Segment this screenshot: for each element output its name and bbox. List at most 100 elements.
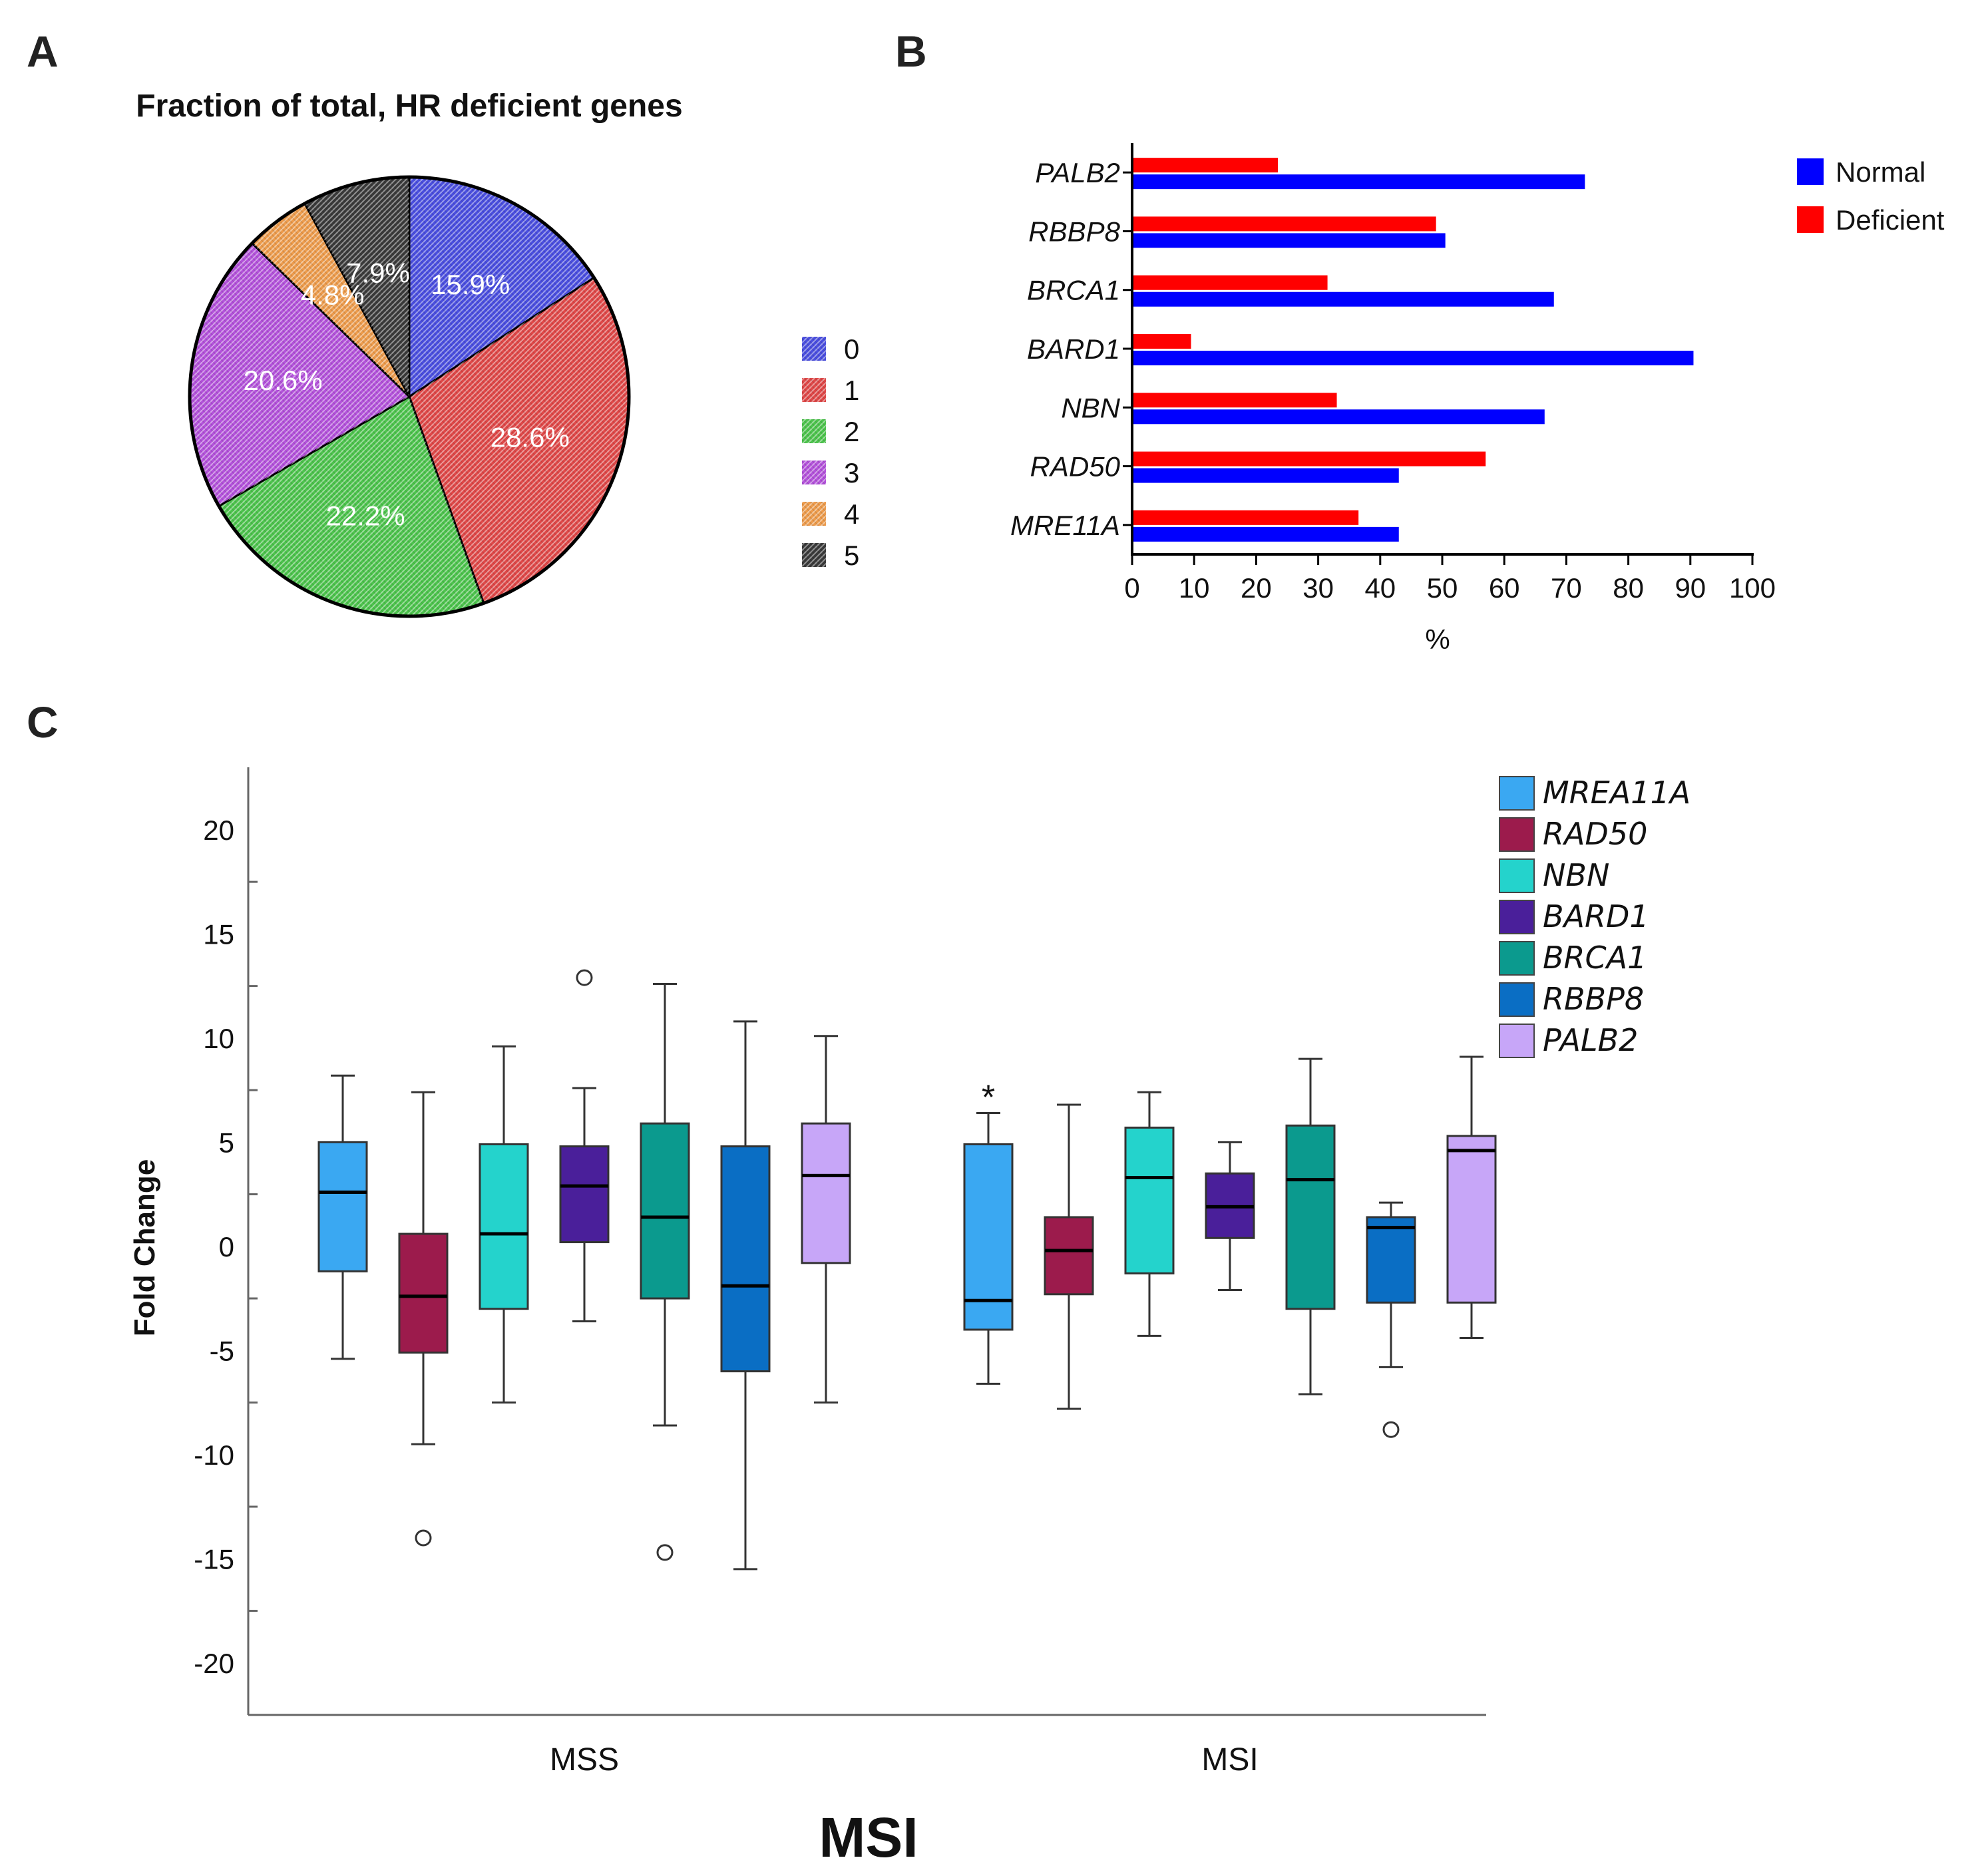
box-y-tick-label-20: 20: [203, 815, 234, 846]
box-iqr-msi-rbbp8: [1366, 1216, 1416, 1304]
bar-x-tick-label-80: 80: [1613, 572, 1644, 604]
panel-c-letter: C: [27, 697, 59, 747]
pie-slices: [188, 176, 630, 618]
pie-legend-swatch-texture-0: [802, 337, 826, 361]
pie-legend-swatch-texture-4: [802, 502, 826, 526]
box-y-tick-label--10: -10: [194, 1439, 234, 1471]
box-mss-rad50: [398, 1091, 449, 1547]
box-msi-palb2: [1446, 1055, 1497, 1340]
bar-x-tick-label-10: 10: [1179, 572, 1210, 604]
bar-legend-label-deficient: Deficient: [1836, 204, 1945, 236]
pie-legend-label-4: 4: [844, 498, 859, 530]
bar-deficient-mre11a: [1132, 510, 1359, 525]
pie-slice-label-0: 15.9%: [431, 269, 510, 300]
bar-deficient-rad50: [1132, 451, 1486, 467]
pie-legend-label-5: 5: [844, 540, 859, 571]
bar-deficient-nbn: [1132, 393, 1337, 408]
bar-legend-swatch-normal: [1797, 158, 1824, 185]
bar-legend-label-normal: Normal: [1836, 156, 1925, 188]
box-msi-bard1: [1205, 1141, 1255, 1292]
box-legend-label-rbbp8: RBBP8: [1543, 981, 1644, 1017]
box-y-tick-label--5: -5: [210, 1335, 234, 1366]
bar-legend: Normal Deficient: [1797, 156, 1945, 236]
bar-category-nbn: NBN: [1061, 392, 1120, 423]
pie-slice-label-2: 22.2%: [325, 500, 405, 532]
box-x-label: MSI: [819, 1806, 918, 1869]
bar-x-tick-label-100: 100: [1729, 572, 1776, 604]
box-iqr-msi-brca1: [1285, 1124, 1336, 1310]
pie-legend-swatch-texture-3: [802, 461, 826, 484]
bar-category-rad50: RAD50: [1030, 451, 1121, 482]
box-legend-label-brca1: BRCA1: [1543, 940, 1647, 976]
pie-slice-texture-3: [190, 243, 409, 506]
bar-x-tick-label-60: 60: [1489, 572, 1520, 604]
box-legend-swatch-bard1: [1499, 900, 1535, 934]
bar-x-tick-label-20: 20: [1241, 572, 1272, 604]
pie-legend: 0 1 2 3 4 5: [802, 333, 859, 571]
panel-c-box-plot: 20 15 10 5 0 -5 -10 -15 -20 Fold Change * MSS MSI…: [128, 767, 1690, 1869]
bar-category-labels: PALB2 RBBP8 BRCA1 BARD1 NBN RAD50 MRE11A: [1010, 157, 1132, 541]
pie-slice-label-3: 20.6%: [244, 365, 323, 396]
box-y-tick-label--15: -15: [194, 1543, 234, 1575]
bar-x-tick-label-90: 90: [1675, 572, 1706, 604]
box-y-label: Fold Change: [128, 1159, 161, 1336]
pie-legend-swatch-texture-1: [802, 378, 826, 402]
panel-b-bar-chart: PALB2 RBBP8 BRCA1 BARD1 NBN RAD50 MRE11A 0 10 20…: [1010, 143, 1945, 655]
panel-a-letter: A: [27, 27, 59, 76]
pie-title: Fraction of total, HR deficient genes: [136, 89, 682, 124]
box-legend-label-nbn: NBN: [1543, 857, 1609, 893]
pie-legend-label-0: 0: [844, 333, 859, 365]
bar-x-ticks: 0 10 20 30 40 50 60 70 80 90 100: [1124, 554, 1776, 604]
pie-slice-label-4: 4.8%: [301, 279, 365, 310]
box-mss-nbn: [479, 1045, 529, 1404]
bar-category-mre11a: MRE11A: [1010, 510, 1120, 541]
box-iqr-mss-rbbp8: [720, 1145, 771, 1373]
bar-deficient-rbbp8: [1132, 216, 1436, 232]
pie-labels: 15.9% 28.6% 22.2% 20.6% 4.8%7.9%: [244, 257, 570, 531]
panel-b-letter: B: [895, 27, 927, 76]
box-group-label-mss: MSS: [550, 1742, 619, 1778]
box-mss-mrea11a: [317, 1074, 368, 1360]
box-outlier-mss-bard1: [576, 969, 593, 986]
bar-deficient-bard1: [1132, 334, 1191, 349]
pie-legend-swatch-texture-5: [802, 543, 826, 567]
box-msi-rbbp8: [1366, 1201, 1416, 1438]
bar-normal-bard1: [1132, 351, 1694, 365]
box-msi-brca1: [1285, 1057, 1336, 1396]
box-iqr-mss-brca1: [640, 1122, 690, 1300]
bar-x-tick-label-0: 0: [1124, 572, 1139, 604]
bar-deficient-brca1: [1132, 275, 1328, 290]
box-legend-label-mrea11a: MREA11A: [1543, 775, 1690, 811]
box-iqr-mss-rad50: [398, 1232, 449, 1354]
box-legend-swatch-palb2: [1499, 1024, 1535, 1058]
box-y-ticks: 20 15 10 5 0 -5 -10 -15 -20: [194, 815, 258, 1679]
pie-slice-texture-1: [409, 278, 629, 604]
box-group-labels: MSS MSI: [550, 1742, 1259, 1778]
box-legend-label-rad50: RAD50: [1543, 816, 1647, 852]
box-legend-swatch-rbbp8: [1499, 982, 1535, 1017]
pie-outline: [188, 175, 631, 618]
box-mss-palb2: [801, 1035, 851, 1404]
box-legend-swatch-mrea11a: [1499, 776, 1535, 811]
box-legend-swatch-brca1: [1499, 941, 1535, 976]
box-iqr-msi-palb2: [1446, 1135, 1497, 1304]
panel-a-pie-chart: Fraction of total, HR deficient genes 15…: [136, 89, 859, 618]
box-iqr-mss-bard1: [559, 1145, 610, 1244]
bar-series: [1132, 158, 1694, 542]
box-iqr-msi-nbn: [1124, 1126, 1175, 1275]
bar-deficient-palb2: [1132, 158, 1279, 173]
pie-slice-label-1: 28.6%: [491, 421, 570, 453]
bar-category-brca1: BRCA1: [1027, 275, 1120, 306]
pie-slice-texture-2: [218, 397, 484, 616]
box-legend-swatch-rad50: [1499, 817, 1535, 852]
bar-normal-brca1: [1132, 291, 1554, 307]
bar-x-tick-label-40: 40: [1364, 572, 1396, 604]
bar-category-rbbp8: RBBP8: [1028, 216, 1120, 247]
box-group-label-msi: MSI: [1201, 1742, 1258, 1778]
box-msi-mrea11a: *: [963, 1079, 1014, 1385]
pie-legend-label-2: 2: [844, 416, 859, 447]
bar-normal-nbn: [1132, 409, 1545, 425]
box-msi-nbn: [1124, 1091, 1175, 1337]
bar-category-bard1: BARD1: [1027, 333, 1120, 365]
